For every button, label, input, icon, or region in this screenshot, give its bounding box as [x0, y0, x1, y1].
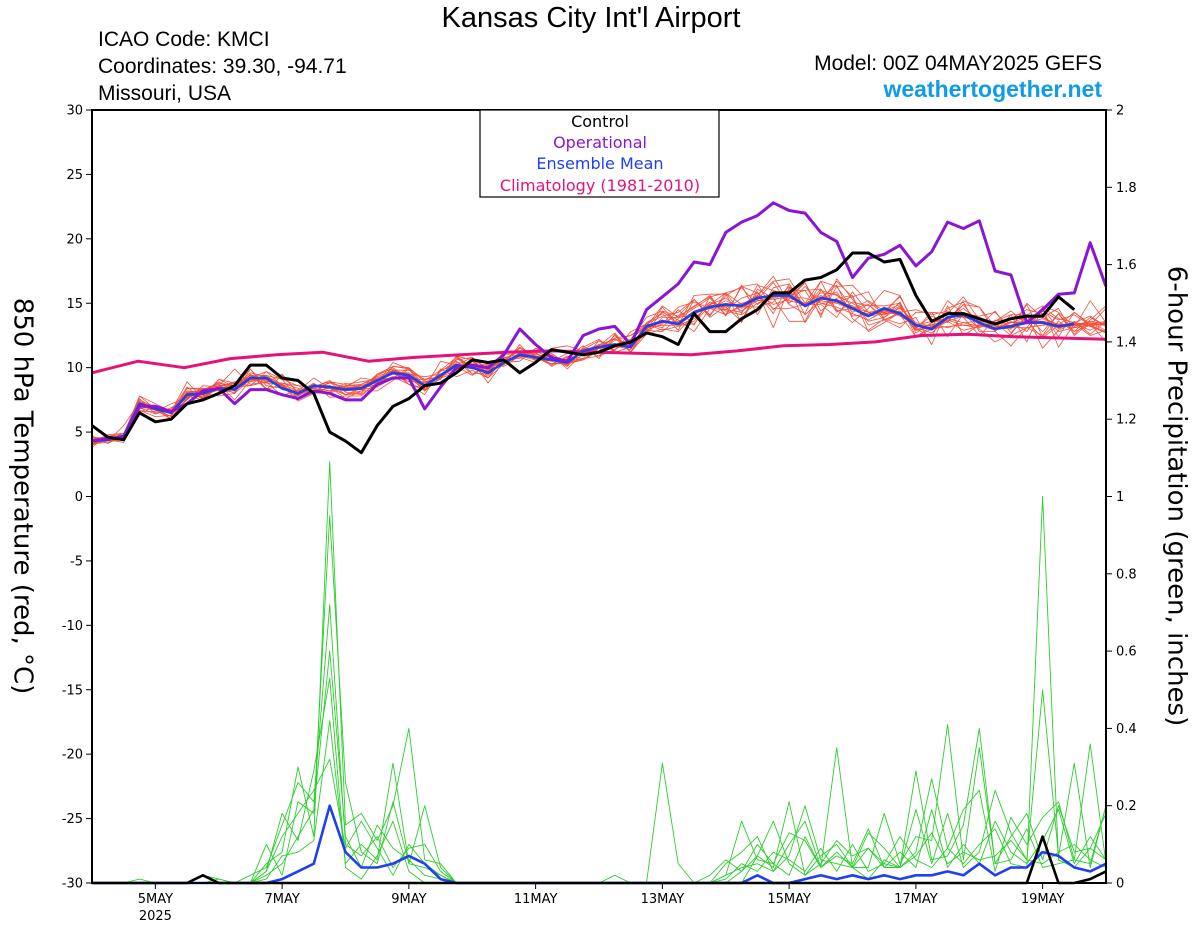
- right-tick-label: 0.2: [1116, 799, 1137, 814]
- region: Missouri, USA: [98, 82, 232, 105]
- right-tick-label: 0: [1116, 877, 1124, 892]
- operational-series: [91, 201, 1108, 443]
- ensemble-mean-line: [91, 294, 1075, 443]
- left-axis-label: 850 hPa Temperature (red, °C): [8, 298, 38, 695]
- left-tick-label: 20: [66, 232, 83, 247]
- x-tick-sublabel: 2025: [139, 909, 172, 924]
- x-tick-label: 19MAY: [1021, 892, 1065, 907]
- precip-member-line: [92, 461, 1107, 884]
- x-tick-label: 17MAY: [894, 892, 938, 907]
- icao-code: ICAO Code: KMCI: [98, 28, 270, 51]
- temp-member-line: [91, 275, 1107, 446]
- temp-member-line: [91, 286, 1107, 441]
- legend-operational: Operational: [553, 133, 647, 152]
- right-tick-label: 1.2: [1116, 413, 1137, 428]
- control-series: [91, 251, 1076, 455]
- legend-ensemble-mean: Ensemble Mean: [536, 154, 663, 173]
- right-axis-label: 6-hour Precipitation (green, inches): [1162, 266, 1192, 726]
- legend-box: [479, 109, 720, 198]
- right-tick-label: 1.4: [1116, 335, 1137, 350]
- left-tick-label: -30: [62, 877, 83, 892]
- model-run: Model: 00Z 04MAY2025 GEFS: [814, 52, 1102, 75]
- temp-member-line: [91, 280, 1107, 441]
- legend: Control Operational Ensemble Mean Climat…: [479, 109, 720, 198]
- left-tick-label: -10: [62, 619, 83, 634]
- left-tick-label: 5: [75, 426, 83, 441]
- x-axis-ticks: 5MAY 2025 7MAY 9MAY 11MAY 13MAY 15MAY 17MAY 19MA…: [138, 883, 1065, 924]
- temp-member-line: [92, 284, 1107, 442]
- temp-member-line: [91, 278, 1107, 445]
- right-tick-label: 1: [1116, 490, 1124, 505]
- temp-member-line: [91, 278, 1107, 446]
- temp-member-line: [91, 287, 1107, 442]
- left-tick-label: -15: [62, 683, 83, 698]
- left-tick-label: 25: [66, 168, 83, 183]
- left-axis-ticks: 30 25 20 15 10 5 0 -5 -10 -15 -20 -25 -30: [62, 104, 92, 892]
- left-tick-label: -5: [70, 554, 83, 569]
- temp-member-line: [91, 283, 1107, 448]
- legend-climatology: Climatology (1981-2010): [500, 176, 700, 195]
- left-tick-label: 10: [66, 361, 83, 376]
- right-axis-ticks: 2 1.8 1.6 1.4 1.2 1 0.8 0.6 0.4 0.2 0: [1106, 104, 1137, 892]
- precip-member-line: [92, 496, 1107, 884]
- temp-members: [91, 275, 1107, 448]
- chart-title: Kansas City Int'l Airport: [441, 2, 741, 34]
- right-tick-label: 1.8: [1116, 181, 1137, 196]
- x-tick-label: 11MAY: [514, 892, 558, 907]
- left-tick-label: 30: [66, 104, 83, 119]
- control-line: [91, 251, 1076, 455]
- right-tick-label: 1.6: [1116, 258, 1137, 273]
- ensemble-mean-series: [91, 294, 1075, 443]
- x-tick-label: 5MAY: [138, 892, 173, 907]
- coordinates: Coordinates: 39.30, -94.71: [98, 55, 347, 78]
- left-tick-label: 0: [75, 490, 83, 505]
- left-tick-label: 15: [66, 297, 83, 312]
- left-tick-label: -25: [62, 812, 83, 827]
- x-tick-label: 9MAY: [391, 892, 426, 907]
- precip-members: [92, 461, 1107, 884]
- left-tick-label: -20: [62, 748, 83, 763]
- x-tick-label: 7MAY: [264, 892, 299, 907]
- precip-member-line: [92, 515, 1107, 884]
- x-tick-label: 13MAY: [641, 892, 685, 907]
- precip-member-line: [92, 720, 1107, 884]
- right-tick-label: 0.4: [1116, 722, 1137, 737]
- website-link[interactable]: weathertogether.net: [883, 76, 1102, 102]
- temp-member-line: [91, 284, 1107, 439]
- x-tick-label: 15MAY: [767, 892, 811, 907]
- right-tick-label: 0.8: [1116, 567, 1137, 582]
- temp-member-line: [91, 286, 1107, 445]
- precip-member-line: [92, 604, 1107, 884]
- legend-control: Control: [571, 112, 629, 131]
- right-tick-label: 2: [1116, 104, 1124, 119]
- right-tick-label: 0.6: [1116, 645, 1137, 660]
- operational-line: [91, 201, 1108, 443]
